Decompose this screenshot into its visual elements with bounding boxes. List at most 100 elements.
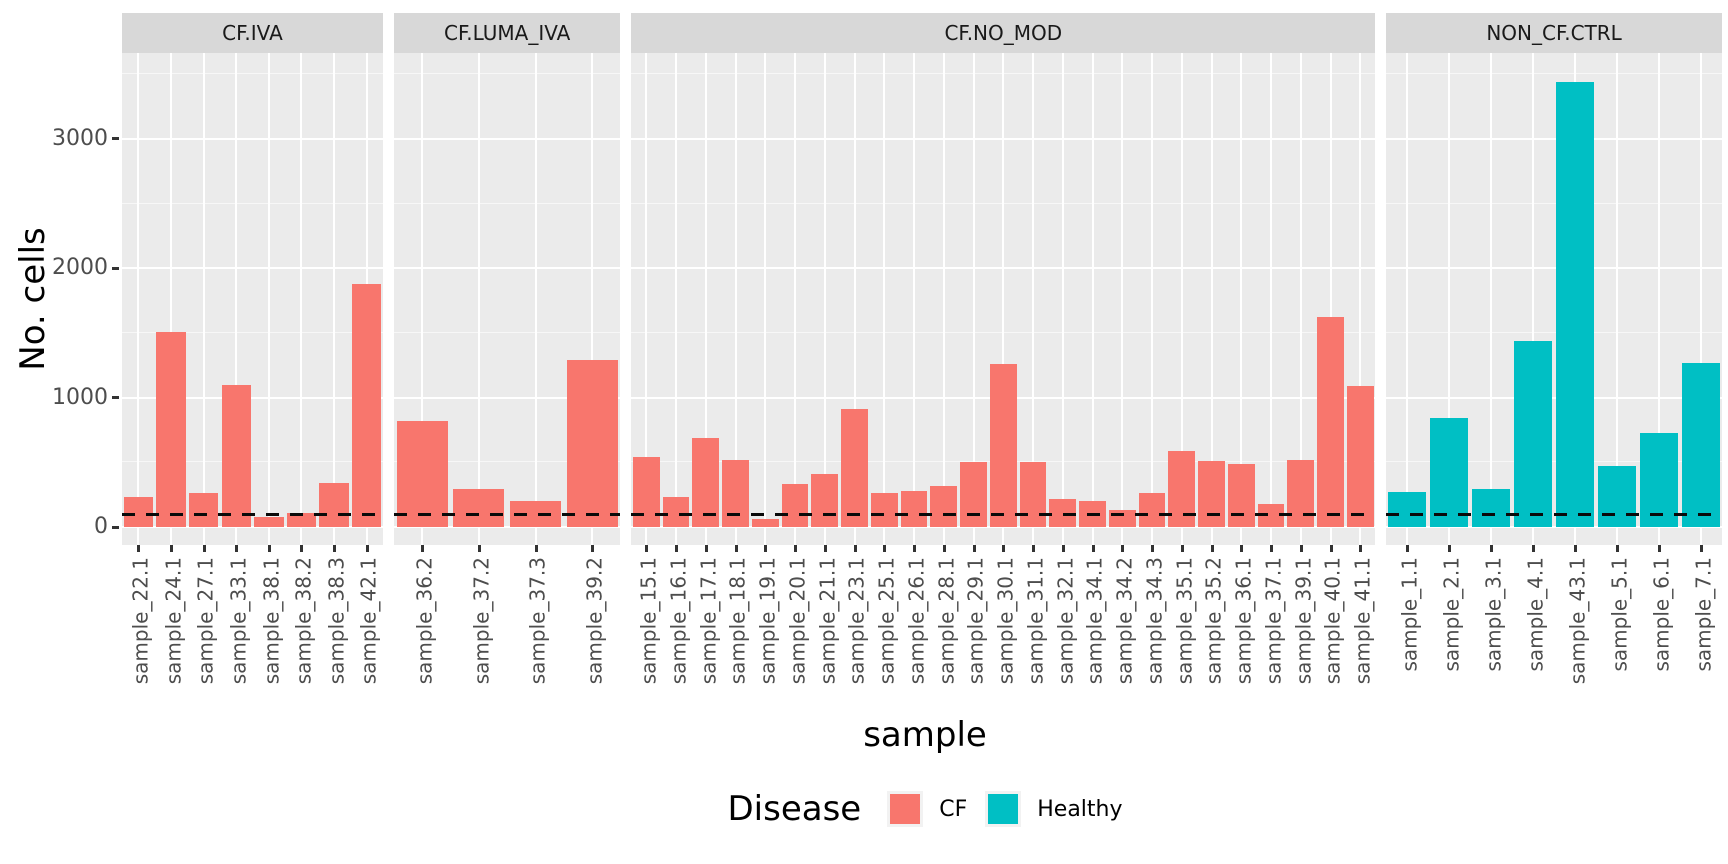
x-tick-mark [883, 545, 887, 552]
x-tick-mark [1180, 545, 1184, 552]
x-tick-label: sample_20.1 [785, 557, 810, 685]
x-tick-label: sample_38.1 [258, 557, 283, 685]
x-tick-label: sample_7.1 [1691, 557, 1716, 672]
y-major-gridline [122, 137, 383, 140]
x-label-slot: sample_37.1 [1256, 545, 1286, 713]
x-gridline [169, 53, 172, 545]
bar-slot [1638, 53, 1680, 545]
x-tick-label: sample_32.1 [1052, 557, 1077, 685]
x-gridline [235, 53, 238, 545]
legend-item-CF: CF [887, 791, 967, 827]
bar-slot [840, 53, 870, 545]
x-tick-label: sample_34.2 [1112, 557, 1137, 685]
bar-sample_7.1 [1682, 362, 1720, 527]
x-gridline [1616, 53, 1619, 545]
bar-slot [750, 53, 780, 545]
bar-slot [1345, 53, 1375, 545]
y-major-gridline [393, 267, 621, 270]
y-tick-label: 2000 [52, 255, 108, 281]
bar-slot [1078, 53, 1108, 545]
bar-slot [1137, 53, 1167, 545]
bar-slot [1226, 53, 1256, 545]
bar-sample_36.1 [1227, 463, 1255, 527]
bar-slot [253, 53, 286, 545]
x-gridline [534, 53, 537, 545]
x-gridline [1532, 53, 1535, 545]
x-axis-title: sample [863, 715, 987, 755]
x-label-slot: sample_29.1 [959, 545, 989, 713]
x-gridline [1299, 53, 1302, 545]
x-label-slot: sample_22.1 [122, 545, 155, 713]
bar-slot [564, 53, 621, 545]
x-tick-label: sample_31.1 [1023, 557, 1048, 685]
x-label-slot: sample_39.2 [564, 545, 621, 713]
x-label-slot: sample_3.1 [1470, 545, 1512, 713]
x-tick-label: sample_6.1 [1649, 557, 1674, 672]
x-tick-label: sample_34.3 [1142, 557, 1167, 685]
y-minor-gridline [122, 202, 383, 204]
x-gridline [794, 53, 797, 545]
x-gridline [942, 53, 945, 545]
y-minor-gridline [1386, 461, 1722, 463]
x-label-slot: sample_19.1 [750, 545, 780, 713]
bar-slot [899, 53, 929, 545]
x-label-slot: sample_32.1 [1048, 545, 1078, 713]
x-tick-mark [913, 545, 917, 552]
x-tick-label: sample_37.3 [525, 557, 550, 685]
x-gridline [1240, 53, 1243, 545]
x-label-slot: sample_37.3 [507, 545, 564, 713]
y-minor-gridline [393, 331, 621, 333]
bar-slot [1470, 53, 1512, 545]
bar-slot [122, 53, 155, 545]
x-label-slot: sample_31.1 [1018, 545, 1048, 713]
x-tick-mark [942, 545, 946, 552]
x-label-slot: sample_34.2 [1107, 545, 1137, 713]
legend-item-label: Healthy [1037, 796, 1123, 822]
threshold-line [122, 512, 383, 516]
x-gridline [972, 53, 975, 545]
x-tick-mark [169, 545, 173, 552]
x-tick-mark [764, 545, 768, 552]
x-label-slot: sample_26.1 [899, 545, 929, 713]
x-tick-mark [1270, 545, 1274, 552]
bar-sample_39.1 [1287, 459, 1315, 527]
x-tick-label: sample_29.1 [963, 557, 988, 685]
x-gridline [1359, 53, 1362, 545]
y-major-gridline [122, 396, 383, 399]
y-major-gridline [1386, 267, 1722, 270]
x-tick-mark [704, 545, 708, 552]
bar-slot [1048, 53, 1078, 545]
bar-sample_38.3 [319, 483, 349, 527]
x-tick-mark [1490, 545, 1494, 552]
x-gridline [421, 53, 424, 545]
facet-strip-label: CF.NO_MOD [631, 13, 1376, 53]
x-tick-label: sample_5.1 [1607, 557, 1632, 672]
facet-strip-label: NON_CF.CTRL [1386, 13, 1722, 53]
bar-slot [691, 53, 721, 545]
bar-slot [810, 53, 840, 545]
x-label-slot: sample_34.1 [1078, 545, 1108, 713]
x-tick-mark [853, 545, 857, 552]
threshold-line [631, 512, 1376, 516]
bar-slot [780, 53, 810, 545]
y-major-gridline [1386, 396, 1722, 399]
bar-sample_35.2 [1198, 461, 1225, 527]
x-label-slot: sample_1.1 [1386, 545, 1428, 713]
bar-slots [394, 53, 620, 545]
x-label-slot: sample_38.3 [318, 545, 351, 713]
x-label-slot: sample_35.1 [1167, 545, 1197, 713]
x-tick-label: sample_25.1 [874, 557, 899, 685]
x-label-slot: sample_5.1 [1596, 545, 1638, 713]
x-tick-mark [267, 545, 271, 552]
x-label-slot: sample_20.1 [780, 545, 810, 713]
x-axis-labels: sample_1.1 sample_2.1 sample_3.1 sample_4.1… [1386, 545, 1722, 713]
x-label-slot: sample_6.1 [1638, 545, 1680, 713]
bar-slot [661, 53, 691, 545]
x-tick-label: sample_4.1 [1523, 557, 1548, 672]
chart-area: No. cells 0 1000 2000 3000 CF.IVA sample_22.… [0, 13, 1728, 713]
x-tick-label: sample_23.1 [844, 557, 869, 685]
bar-slot [1316, 53, 1346, 545]
bar-sample_20.1 [781, 484, 809, 527]
x-axis-labels: sample_36.2 sample_37.2 sample_37.3 sample_… [394, 545, 620, 713]
